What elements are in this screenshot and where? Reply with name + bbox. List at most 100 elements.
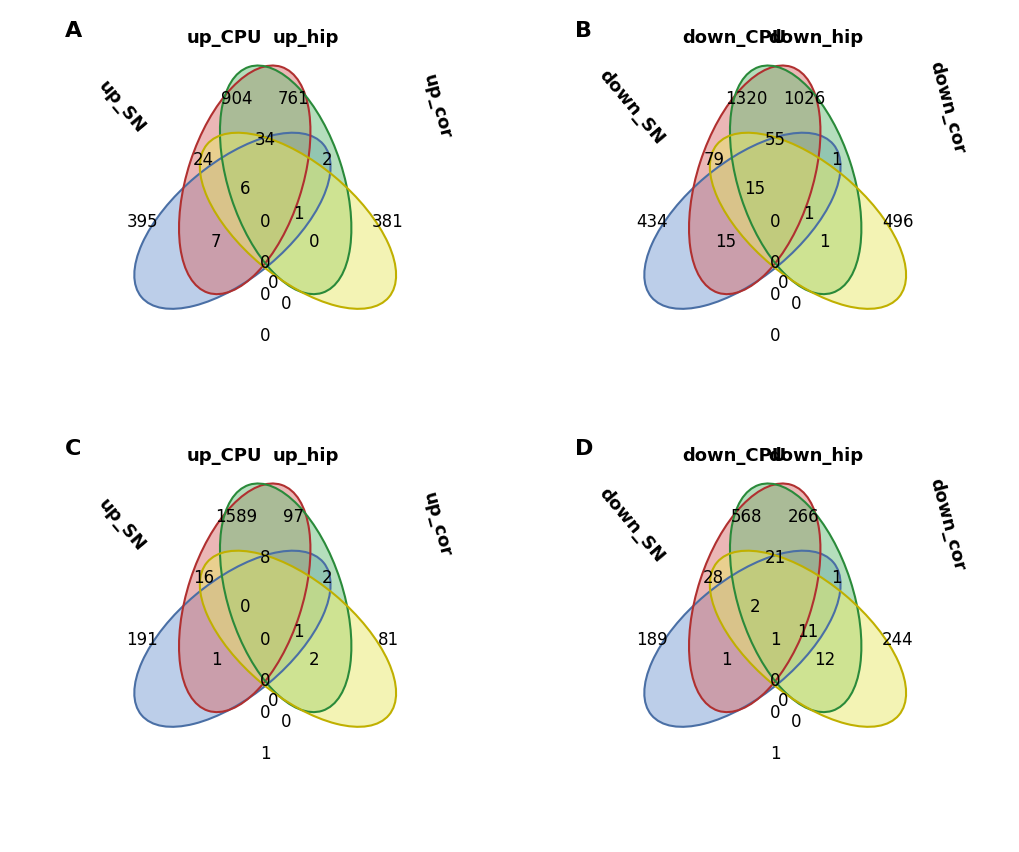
Text: 7: 7	[211, 233, 221, 251]
Text: down_hip: down_hip	[768, 28, 863, 47]
Text: 0: 0	[309, 233, 319, 251]
Ellipse shape	[644, 551, 840, 727]
Text: 0: 0	[777, 691, 788, 710]
Text: 189: 189	[636, 630, 667, 648]
Text: 81: 81	[377, 630, 398, 648]
Text: 0: 0	[280, 711, 290, 730]
Text: 1: 1	[211, 650, 221, 669]
Text: up_CPU: up_CPU	[186, 28, 262, 47]
Text: 28: 28	[702, 568, 723, 587]
Text: down_SN: down_SN	[595, 484, 667, 565]
Text: 0: 0	[260, 286, 270, 304]
Text: down_cor: down_cor	[925, 476, 967, 573]
Ellipse shape	[709, 134, 905, 309]
Text: 15: 15	[714, 233, 736, 251]
Text: 15: 15	[744, 180, 764, 198]
Text: 97: 97	[283, 507, 304, 526]
Text: up_cor: up_cor	[420, 72, 454, 141]
Text: 6: 6	[239, 180, 250, 198]
Text: 0: 0	[260, 630, 270, 648]
Text: 0: 0	[769, 671, 780, 689]
Text: 904: 904	[220, 89, 252, 108]
Text: 12: 12	[813, 650, 835, 669]
Text: 0: 0	[769, 253, 780, 272]
Text: 1589: 1589	[215, 507, 258, 526]
Text: 1: 1	[292, 204, 303, 222]
Text: 1: 1	[769, 745, 780, 763]
Text: 16: 16	[193, 568, 214, 587]
Ellipse shape	[689, 66, 819, 295]
Ellipse shape	[730, 484, 860, 712]
Text: 2: 2	[309, 650, 319, 669]
Text: 395: 395	[126, 212, 158, 231]
Text: 2: 2	[749, 597, 759, 615]
Text: up_cor: up_cor	[420, 490, 454, 559]
Text: 1: 1	[830, 151, 841, 170]
Text: 0: 0	[769, 327, 780, 345]
Text: 0: 0	[260, 704, 270, 722]
Text: 434: 434	[636, 212, 667, 231]
Text: 244: 244	[881, 630, 913, 648]
Text: 0: 0	[268, 691, 278, 710]
Text: 0: 0	[280, 294, 290, 313]
Text: 11: 11	[797, 622, 818, 640]
Ellipse shape	[179, 66, 310, 295]
Ellipse shape	[220, 66, 351, 295]
Text: down_CPU: down_CPU	[682, 446, 786, 464]
Ellipse shape	[730, 66, 860, 295]
Ellipse shape	[200, 134, 395, 309]
Text: A: A	[64, 21, 82, 41]
Ellipse shape	[200, 551, 395, 727]
Text: 0: 0	[239, 597, 250, 615]
Text: up_CPU: up_CPU	[186, 446, 262, 464]
Text: 1: 1	[292, 622, 303, 640]
Text: 0: 0	[790, 711, 800, 730]
Text: down_SN: down_SN	[595, 66, 667, 147]
Text: 1: 1	[720, 650, 731, 669]
Text: down_hip: down_hip	[768, 446, 863, 464]
Ellipse shape	[179, 484, 310, 712]
Text: 0: 0	[769, 212, 780, 231]
Text: 0: 0	[260, 327, 270, 345]
Ellipse shape	[689, 484, 819, 712]
Ellipse shape	[709, 551, 905, 727]
Text: 0: 0	[260, 671, 270, 689]
Text: up_SN: up_SN	[95, 78, 149, 137]
Text: 0: 0	[769, 286, 780, 304]
Text: up_hip: up_hip	[273, 28, 339, 47]
Text: 0: 0	[777, 273, 788, 292]
Ellipse shape	[135, 134, 330, 309]
Text: 1026: 1026	[782, 89, 824, 108]
Ellipse shape	[135, 551, 330, 727]
Text: 21: 21	[764, 548, 785, 567]
Text: down_CPU: down_CPU	[682, 28, 786, 47]
Text: 24: 24	[193, 151, 214, 170]
Text: 0: 0	[260, 212, 270, 231]
Text: 1: 1	[802, 204, 812, 222]
Text: 0: 0	[260, 253, 270, 272]
Text: 55: 55	[764, 130, 785, 149]
Text: 34: 34	[255, 130, 275, 149]
Text: 1: 1	[769, 630, 780, 648]
Ellipse shape	[220, 484, 351, 712]
Text: up_SN: up_SN	[95, 495, 149, 555]
Text: 496: 496	[881, 212, 913, 231]
Text: 1: 1	[830, 568, 841, 587]
Text: 1320: 1320	[725, 89, 767, 108]
Text: 381: 381	[372, 212, 404, 231]
Text: 79: 79	[702, 151, 723, 170]
Ellipse shape	[644, 134, 840, 309]
Text: 761: 761	[278, 89, 310, 108]
Text: C: C	[64, 439, 81, 458]
Text: 266: 266	[788, 507, 819, 526]
Text: 568: 568	[730, 507, 761, 526]
Text: 0: 0	[268, 273, 278, 292]
Text: 191: 191	[126, 630, 158, 648]
Text: 2: 2	[321, 151, 331, 170]
Text: 0: 0	[769, 704, 780, 722]
Text: 2: 2	[321, 568, 331, 587]
Text: down_cor: down_cor	[925, 59, 967, 155]
Text: D: D	[574, 439, 592, 458]
Text: 8: 8	[260, 548, 270, 567]
Text: 1: 1	[818, 233, 828, 251]
